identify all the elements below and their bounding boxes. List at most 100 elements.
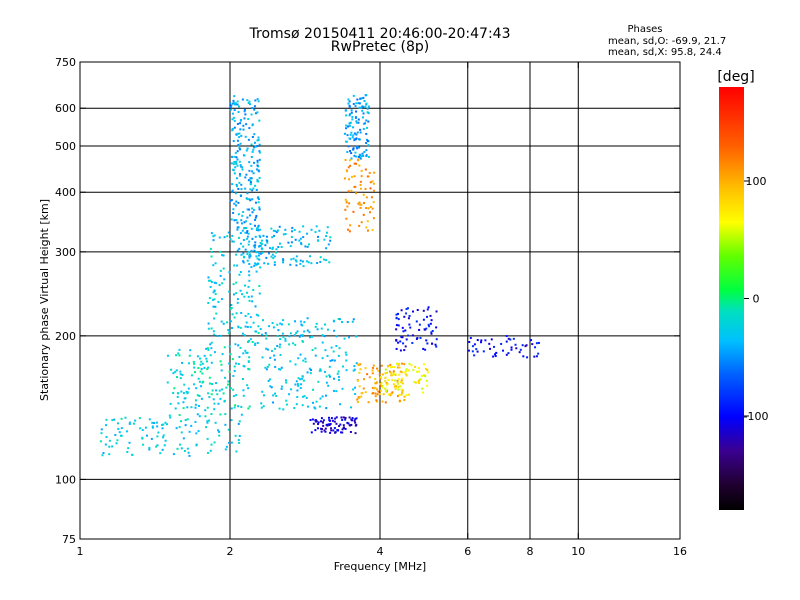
- echo-point: [161, 448, 164, 451]
- echo-point: [422, 309, 425, 312]
- echo-point: [319, 368, 322, 371]
- echo-point: [258, 292, 261, 295]
- echo-point: [401, 362, 404, 365]
- echo-point: [418, 328, 421, 331]
- echo-point: [237, 213, 240, 216]
- echo-point: [222, 267, 225, 270]
- echo-point: [300, 323, 303, 326]
- echo-point: [261, 356, 264, 359]
- echo-point: [302, 359, 305, 362]
- echo-point: [236, 185, 239, 188]
- echo-point: [208, 279, 211, 282]
- echo-point: [376, 400, 379, 403]
- echo-point: [127, 447, 130, 450]
- echo-point: [265, 337, 268, 340]
- echo-point: [230, 104, 233, 107]
- echo-point: [257, 229, 260, 232]
- echo-point: [476, 338, 479, 341]
- echo-point: [307, 243, 310, 246]
- echo-point: [359, 157, 362, 160]
- echo-point: [321, 341, 324, 344]
- echo-point: [363, 122, 366, 125]
- echo-point: [179, 373, 182, 376]
- echo-point: [405, 338, 408, 341]
- echo-point: [310, 262, 313, 265]
- echo-point: [358, 201, 361, 204]
- echo-point: [254, 262, 257, 265]
- echo-point: [366, 139, 369, 142]
- echo-point: [345, 124, 348, 127]
- echo-point: [256, 180, 259, 183]
- echo-point: [232, 283, 235, 286]
- echo-point: [238, 273, 241, 276]
- echo-point: [471, 345, 474, 348]
- echo-point: [233, 126, 236, 129]
- echo-point: [422, 318, 425, 321]
- echo-point: [236, 132, 239, 135]
- echo-point: [276, 229, 279, 232]
- echo-point: [353, 139, 356, 142]
- echo-point: [265, 235, 268, 238]
- echo-point: [343, 177, 346, 180]
- echo-point: [220, 320, 223, 323]
- echo-point: [400, 335, 403, 338]
- echo-point: [292, 257, 295, 260]
- echo-point: [358, 385, 361, 388]
- echo-point: [108, 439, 111, 442]
- echo-point: [238, 355, 241, 358]
- echo-point: [104, 443, 107, 446]
- echo-point: [233, 219, 236, 222]
- echo-point: [341, 387, 344, 390]
- echo-point: [299, 237, 302, 240]
- echo-point: [243, 110, 246, 113]
- echo-point: [222, 392, 225, 395]
- echo-point: [233, 101, 236, 104]
- echo-point: [256, 159, 259, 162]
- echo-point: [319, 427, 322, 430]
- echo-point: [354, 432, 357, 435]
- echo-point: [157, 431, 160, 434]
- echo-point: [355, 121, 358, 124]
- echo-point: [328, 423, 331, 426]
- echo-point: [185, 390, 188, 393]
- echo-point: [232, 211, 235, 214]
- echo-point: [353, 368, 356, 371]
- echo-point: [309, 372, 312, 375]
- echo-point: [348, 113, 351, 116]
- echo-point: [214, 262, 217, 265]
- echo-point: [233, 109, 236, 112]
- echo-point: [168, 414, 171, 417]
- echo-point: [314, 325, 317, 328]
- echo-point: [226, 235, 229, 238]
- echo-point: [242, 389, 245, 392]
- echo-point: [253, 246, 256, 249]
- echo-point: [247, 367, 250, 370]
- echo-point: [282, 335, 285, 338]
- echo-point: [510, 348, 513, 351]
- echo-point: [332, 350, 335, 353]
- echo-point: [228, 329, 231, 332]
- echo-point: [206, 420, 209, 423]
- echo-point: [179, 420, 182, 423]
- echo-point: [341, 431, 344, 434]
- echo-point: [315, 322, 318, 325]
- echo-point: [366, 229, 369, 232]
- echo-point: [239, 173, 242, 176]
- echo-point: [225, 386, 228, 389]
- echo-point: [256, 341, 259, 344]
- echo-point: [326, 226, 329, 229]
- echo-point: [239, 271, 242, 274]
- echo-point: [210, 347, 213, 350]
- echo-point: [102, 451, 105, 454]
- echo-point: [310, 431, 313, 434]
- echo-point: [235, 450, 238, 453]
- echo-point: [257, 138, 260, 141]
- echo-point: [289, 360, 292, 363]
- echo-point: [352, 134, 355, 137]
- echo-point: [303, 330, 306, 333]
- echo-point: [254, 99, 257, 102]
- echo-point: [333, 329, 336, 332]
- echo-point: [238, 441, 241, 444]
- echo-point: [365, 155, 368, 158]
- echo-point: [507, 337, 510, 340]
